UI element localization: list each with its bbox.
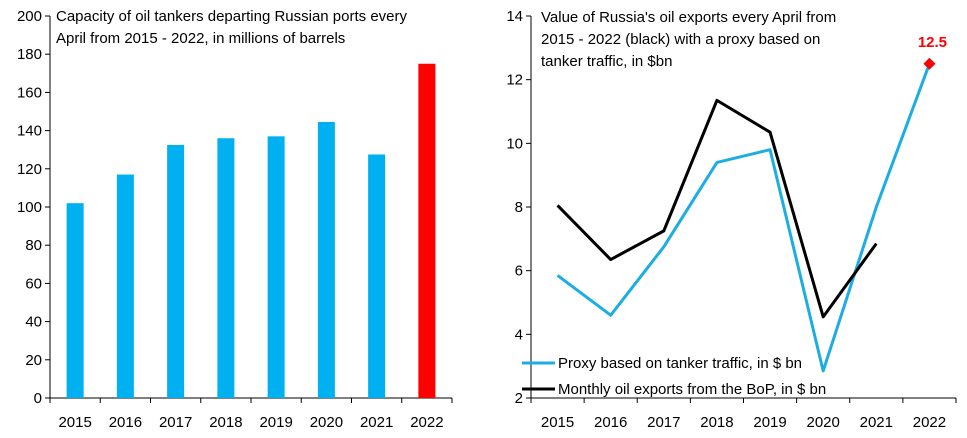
left-x-tick-label: 2017 xyxy=(159,414,192,431)
right-y-tick-label: 14 xyxy=(506,8,523,25)
bar-2015 xyxy=(66,203,84,398)
left-y-tick-label: 160 xyxy=(17,84,42,101)
bar-2017 xyxy=(167,144,185,398)
annotation-diamond-marker xyxy=(923,57,936,70)
left-chart-title: April from 2015 - 2022, in millions of b… xyxy=(56,30,345,47)
left-x-tick-label: 2021 xyxy=(360,414,393,431)
right-x-tick-label: 2020 xyxy=(807,414,840,431)
left-chart-title: Capacity of oil tankers departing Russia… xyxy=(56,8,408,25)
right-chart-title: tanker traffic, in $bn xyxy=(541,53,672,70)
left-y-tick-label: 0 xyxy=(34,390,42,407)
bar-2022 xyxy=(418,63,436,398)
bar-2016 xyxy=(116,174,134,398)
right-chart-title: 2015 - 2022 (black) with a proxy based o… xyxy=(541,31,820,48)
legend-label: Monthly oil exports from the BoP, in $ b… xyxy=(558,381,826,398)
left-x-tick-label: 2019 xyxy=(259,414,292,431)
left-x-tick-label: 2016 xyxy=(109,414,142,431)
series-line-bop xyxy=(556,98,878,319)
right-x-tick-label: 2021 xyxy=(860,414,893,431)
left-y-tick-label: 80 xyxy=(25,237,42,254)
bar-2019 xyxy=(267,136,285,398)
left-x-tick-label: 2022 xyxy=(410,414,443,431)
right-x-tick-label: 2017 xyxy=(647,414,680,431)
annotation-label: 12.5 xyxy=(918,34,947,51)
left-y-tick-label: 20 xyxy=(25,352,42,369)
left-x-tick-label: 2015 xyxy=(58,414,91,431)
right-y-tick-label: 8 xyxy=(515,199,523,216)
right-x-tick-label: 2016 xyxy=(594,414,627,431)
right-x-tick-label: 2022 xyxy=(913,414,946,431)
right-y-tick-label: 4 xyxy=(515,326,523,343)
left-x-tick-label: 2020 xyxy=(310,414,343,431)
right-x-tick-label: 2018 xyxy=(700,414,733,431)
left-y-tick-label: 200 xyxy=(17,8,42,25)
right-y-tick-label: 10 xyxy=(506,135,523,152)
series-line-proxy xyxy=(556,63,931,373)
right-y-tick-label: 12 xyxy=(506,72,523,89)
left-y-tick-label: 120 xyxy=(17,161,42,178)
legend-label: Proxy based on tanker traffic, in $ bn xyxy=(558,355,802,372)
right-x-tick-label: 2019 xyxy=(753,414,786,431)
bar-2018 xyxy=(217,138,235,399)
left-x-tick-label: 2018 xyxy=(209,414,242,431)
left-y-tick-label: 60 xyxy=(25,275,42,292)
right-y-tick-label: 6 xyxy=(515,263,523,280)
left-y-tick-label: 180 xyxy=(17,46,42,63)
right-x-tick-label: 2015 xyxy=(541,414,574,431)
bar-2021 xyxy=(368,154,386,398)
left-y-tick-label: 40 xyxy=(25,314,42,331)
bar-2020 xyxy=(317,122,335,398)
right-y-tick-label: 2 xyxy=(515,390,523,407)
left-y-tick-label: 100 xyxy=(17,199,42,216)
left-y-tick-label: 140 xyxy=(17,123,42,140)
right-chart-title: Value of Russia's oil exports every Apri… xyxy=(541,9,836,26)
